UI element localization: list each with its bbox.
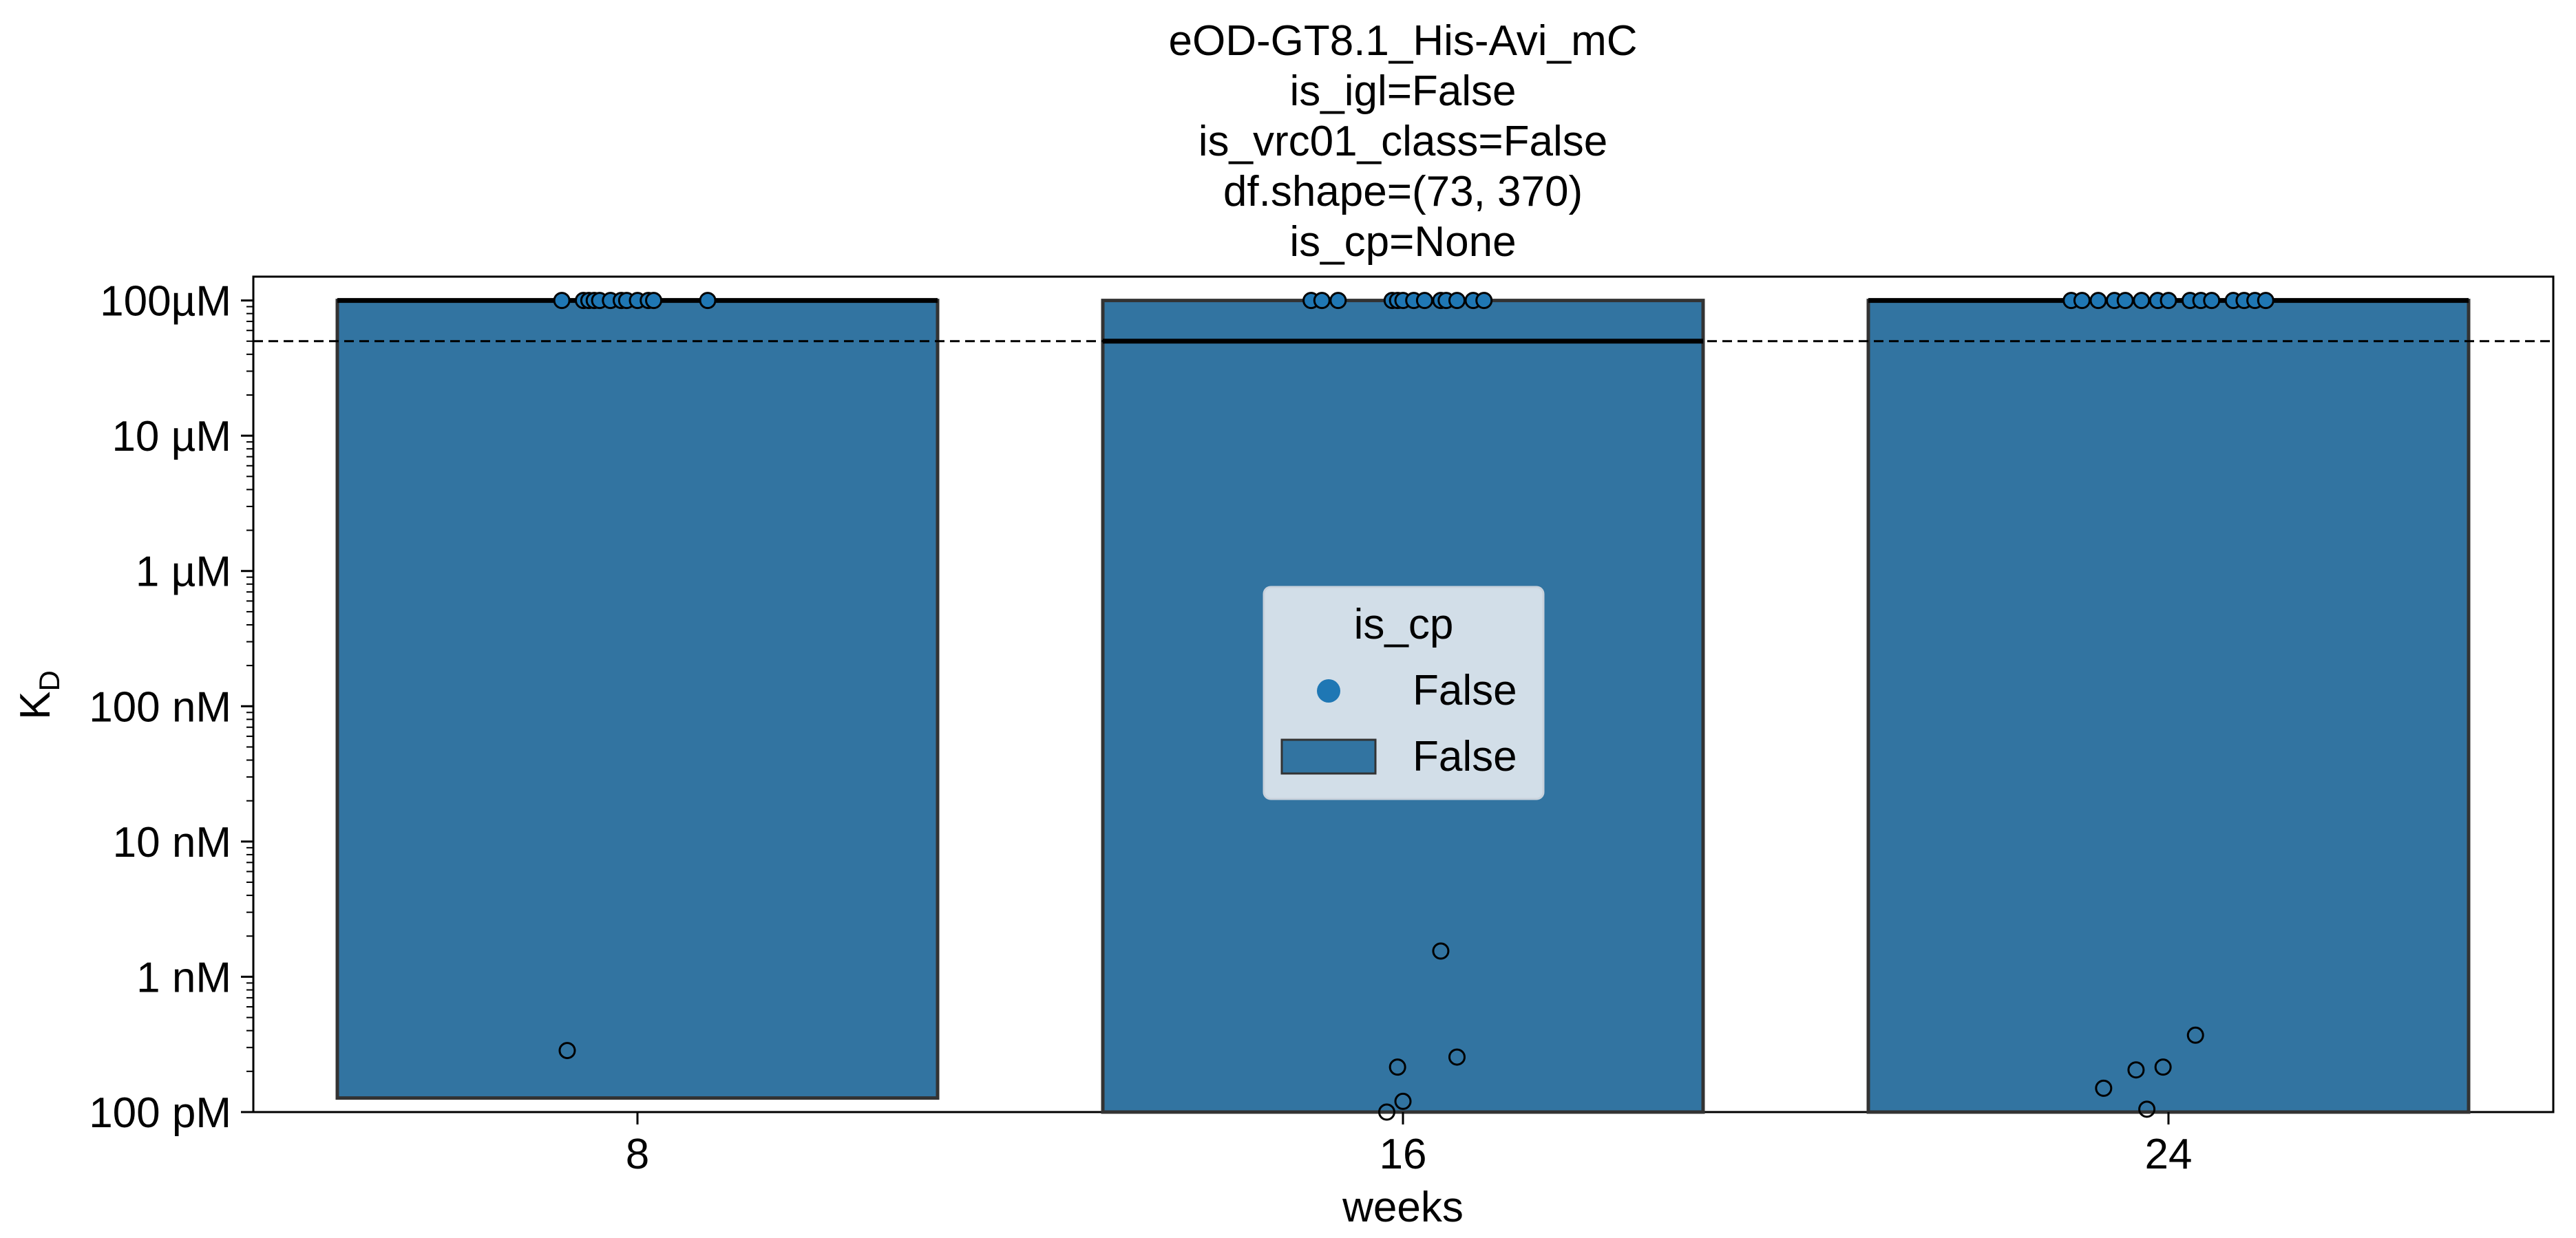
data-point-week-24-7: [2160, 292, 2177, 310]
y-tick-label-4: 1 µM: [136, 548, 231, 596]
data-points: [553, 292, 2274, 1121]
title-line-3: df.shape=(73, 370): [1223, 168, 1583, 215]
y-axis-label-sub: D: [33, 670, 65, 691]
legend-title: is_cp: [1354, 601, 1454, 648]
data-point-week-16-7: [1415, 292, 1433, 310]
title-line-1: is_igl=False: [1289, 67, 1516, 115]
data-point-week-16-0: [1448, 1048, 1466, 1066]
legend: is_cp False False: [1263, 586, 1545, 800]
x-tick-label-8: 8: [626, 1131, 649, 1178]
svg-text:KD: KD: [12, 670, 65, 720]
data-point-week-16-12: [1475, 292, 1493, 310]
bar-week-8: [335, 299, 940, 1100]
y-tick-label-1: 1 nM: [136, 954, 231, 1001]
title-line-0: eOD-GT8.1_His-Avi_mC: [1168, 17, 1637, 65]
data-point-week-24-0: [2138, 1100, 2156, 1118]
chart-title: eOD-GT8.1_His-Avi_mCis_igl=Falseis_vrc01…: [1168, 17, 1637, 266]
title-line-4: is_cp=None: [1289, 218, 1516, 266]
y-tick-label-2: 10 nM: [113, 819, 231, 866]
data-point-week-24-2: [2089, 292, 2107, 310]
y-tick-label-6: 100µM: [100, 278, 231, 325]
data-point-week-16-0: [1432, 942, 1450, 960]
y-axis-label: KD: [12, 670, 65, 720]
y-axis-label-main: K: [12, 691, 59, 719]
y-tick-label-0: 100 pM: [89, 1089, 231, 1137]
legend-bar-label: False: [1413, 733, 1517, 780]
x-axis-label: weeks: [1342, 1184, 1464, 1231]
data-point-week-8-11: [699, 292, 717, 310]
data-point-week-24-0: [2154, 1058, 2172, 1076]
data-point-week-24-0: [2127, 1061, 2145, 1079]
data-point-week-16-0: [1389, 1058, 1406, 1076]
data-point-week-16-1: [1313, 292, 1331, 310]
legend-bar-swatch: [1280, 738, 1377, 775]
data-point-week-16-2: [1329, 292, 1347, 310]
y-axis: 100 pM 1 nM 10 nM 100 nM 1 µM 10 µM 100µM: [89, 278, 253, 1137]
bars: [335, 299, 2471, 1114]
data-point-week-16-0: [1377, 1103, 1395, 1121]
data-point-week-8-10: [645, 292, 663, 310]
data-point-week-16-0: [1394, 1092, 1412, 1110]
data-point-week-24-10: [2203, 292, 2221, 310]
data-point-week-24-0: [2186, 1026, 2204, 1044]
data-point-week-24-5: [2133, 292, 2151, 310]
y-tick-label-5: 10 µM: [112, 413, 231, 460]
title-line-2: is_vrc01_class=False: [1199, 118, 1607, 165]
data-point-week-24-14: [2257, 292, 2274, 310]
bar-week-24: [1866, 299, 2471, 1114]
data-point-week-16-10: [1448, 292, 1466, 310]
legend-point-label: False: [1413, 667, 1517, 714]
data-point-week-24-4: [2116, 292, 2134, 310]
data-point-week-24-0: [2095, 1079, 2113, 1097]
y-tick-label-3: 100 nM: [89, 683, 231, 731]
data-point-week-8-0: [553, 292, 571, 310]
x-axis: 8 16 24: [626, 1112, 2193, 1178]
x-tick-label-16: 16: [1380, 1131, 1427, 1178]
legend-point-marker: [1317, 679, 1340, 703]
data-point-week-8-0: [558, 1042, 576, 1060]
data-point-week-24-1: [2073, 292, 2091, 310]
x-tick-label-24: 24: [2145, 1131, 2193, 1178]
